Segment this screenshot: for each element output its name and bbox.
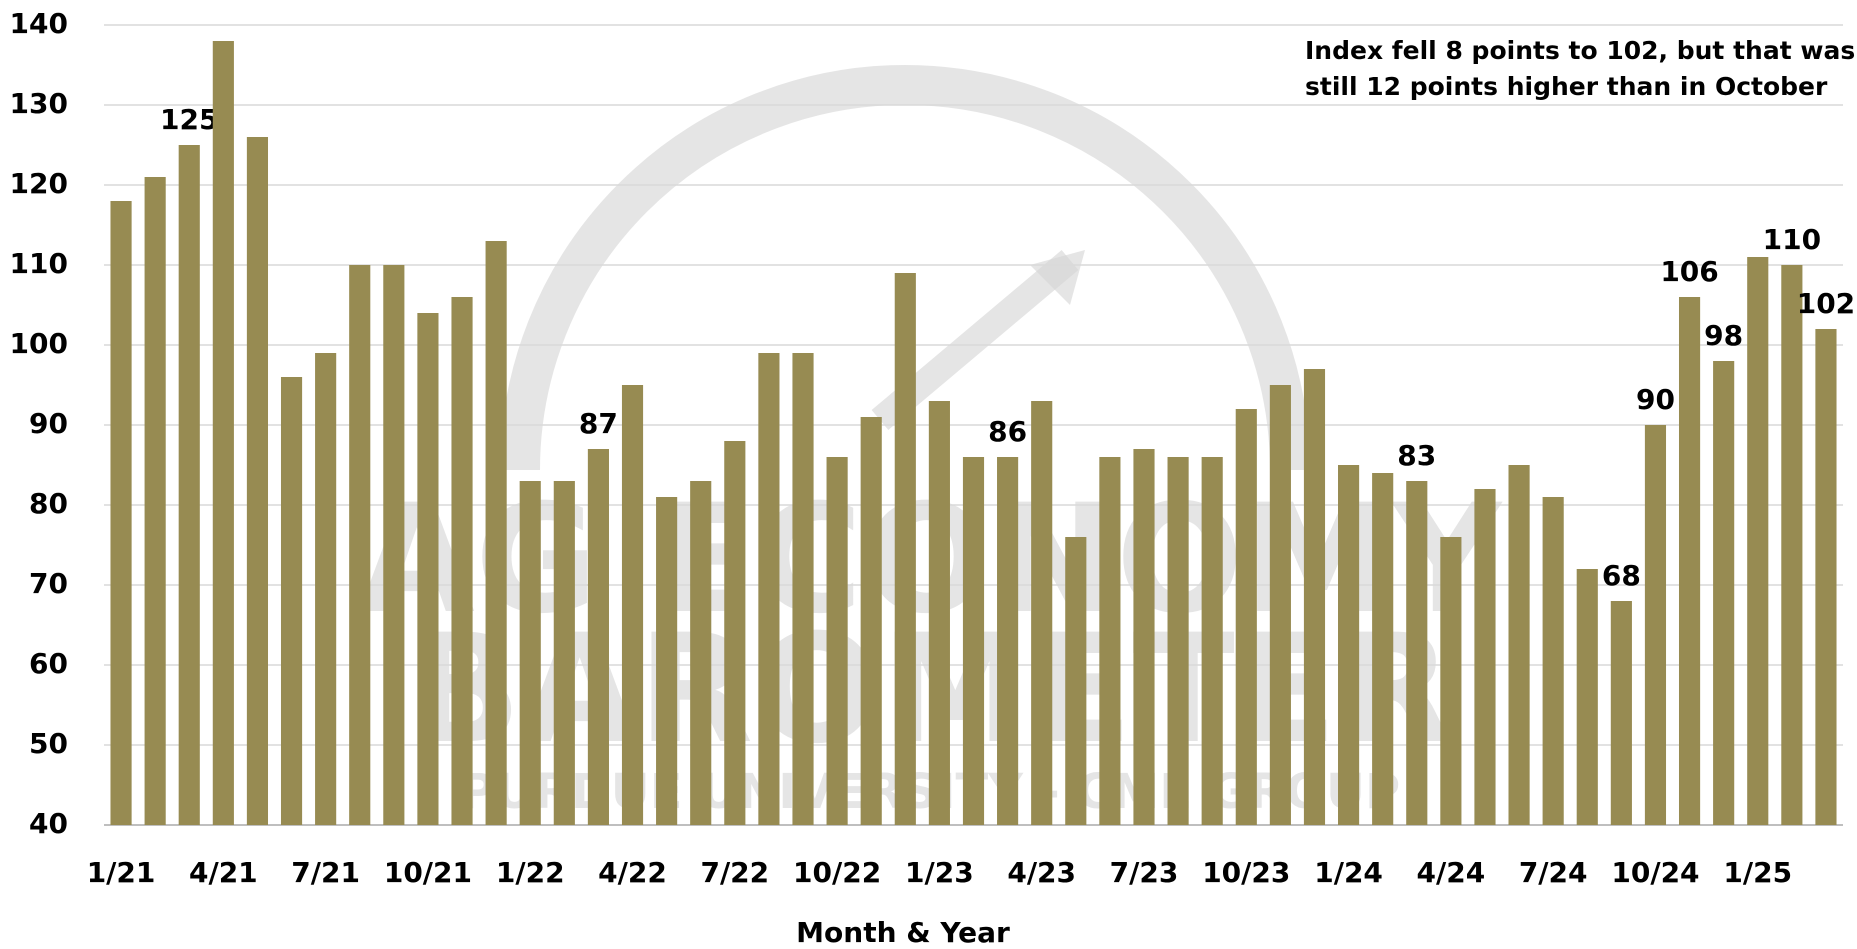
x-tick-label: 10/22	[793, 856, 881, 889]
y-tick-label: 70	[29, 567, 68, 600]
bar	[929, 401, 950, 825]
bar	[247, 137, 268, 825]
bar	[1372, 473, 1393, 825]
bar	[315, 353, 336, 825]
bar	[1747, 257, 1768, 825]
x-tick-label: 7/21	[291, 856, 360, 889]
x-tick-label: 4/23	[1007, 856, 1076, 889]
data-label: 110	[1763, 223, 1821, 256]
data-label: 83	[1397, 439, 1436, 472]
x-tick-label: 7/22	[700, 856, 769, 889]
bar	[1543, 497, 1564, 825]
x-tick-label: 1/23	[905, 856, 974, 889]
x-tick-label: 1/25	[1723, 856, 1792, 889]
bar	[724, 441, 745, 825]
bar	[861, 417, 882, 825]
bar	[895, 273, 916, 825]
x-tick-label: 4/22	[598, 856, 667, 889]
y-tick-label: 130	[10, 87, 68, 120]
bar	[690, 481, 711, 825]
bar	[963, 457, 984, 825]
bar	[1270, 385, 1291, 825]
y-tick-label: 110	[10, 247, 68, 280]
bar	[1133, 449, 1154, 825]
bar	[1781, 265, 1802, 825]
chart: AG ECONOMY BAROMETER PURDUE UNIVERSITY -…	[0, 0, 1857, 949]
bar	[554, 481, 575, 825]
bar	[520, 481, 541, 825]
bar	[281, 377, 302, 825]
bar	[1577, 569, 1598, 825]
bar	[1440, 537, 1461, 825]
annotation: Index fell 8 points to 102, but that was	[1305, 36, 1855, 65]
data-label: 125	[160, 103, 218, 136]
bar	[758, 353, 779, 825]
bar	[349, 265, 370, 825]
y-tick-label: 40	[29, 807, 68, 840]
data-label: 68	[1602, 559, 1641, 592]
bar	[179, 145, 200, 825]
data-label: 87	[579, 407, 618, 440]
x-tick-label: 1/21	[87, 856, 156, 889]
x-tick-label: 10/23	[1202, 856, 1290, 889]
bar	[1099, 457, 1120, 825]
y-tick-label: 80	[29, 487, 68, 520]
y-tick-label: 50	[29, 727, 68, 760]
bar	[827, 457, 848, 825]
bar	[213, 41, 234, 825]
bar	[997, 457, 1018, 825]
bar	[417, 313, 438, 825]
bar	[1065, 537, 1086, 825]
x-tick-label: 1/24	[1314, 856, 1383, 889]
x-tick-label: 1/22	[496, 856, 565, 889]
y-tick-label: 120	[10, 167, 68, 200]
bar	[1304, 369, 1325, 825]
y-tick-label: 140	[10, 7, 68, 40]
bar	[383, 265, 404, 825]
bar	[1474, 489, 1495, 825]
bar	[1168, 457, 1189, 825]
bar	[792, 353, 813, 825]
x-tick-label: 4/21	[189, 856, 258, 889]
bar	[1338, 465, 1359, 825]
x-tick-label: 10/24	[1611, 856, 1699, 889]
data-label: 102	[1797, 287, 1855, 320]
x-axis-title: Month & Year	[796, 916, 1010, 949]
bar	[1713, 361, 1734, 825]
bar	[1508, 465, 1529, 825]
data-label: 106	[1660, 255, 1718, 288]
annotation: still 12 points higher than in October	[1305, 72, 1828, 101]
x-tick-label: 7/23	[1110, 856, 1179, 889]
x-tick-label: 7/24	[1519, 856, 1588, 889]
y-tick-label: 60	[29, 647, 68, 680]
bar	[486, 241, 507, 825]
y-tick-label: 100	[10, 327, 68, 360]
y-tick-label: 90	[29, 407, 68, 440]
bar	[1679, 297, 1700, 825]
bar	[1611, 601, 1632, 825]
bar	[145, 177, 166, 825]
bar	[1031, 401, 1052, 825]
bar	[110, 201, 131, 825]
bar	[588, 449, 609, 825]
bar	[656, 497, 677, 825]
bar	[1406, 481, 1427, 825]
data-label: 86	[988, 415, 1027, 448]
bar	[622, 385, 643, 825]
bar	[451, 297, 472, 825]
data-label: 98	[1704, 319, 1743, 352]
bar	[1236, 409, 1257, 825]
x-tick-label: 4/24	[1417, 856, 1486, 889]
bar	[1815, 329, 1836, 825]
data-label: 90	[1636, 383, 1675, 416]
bar	[1202, 457, 1223, 825]
bar	[1645, 425, 1666, 825]
x-tick-label: 10/21	[384, 856, 472, 889]
